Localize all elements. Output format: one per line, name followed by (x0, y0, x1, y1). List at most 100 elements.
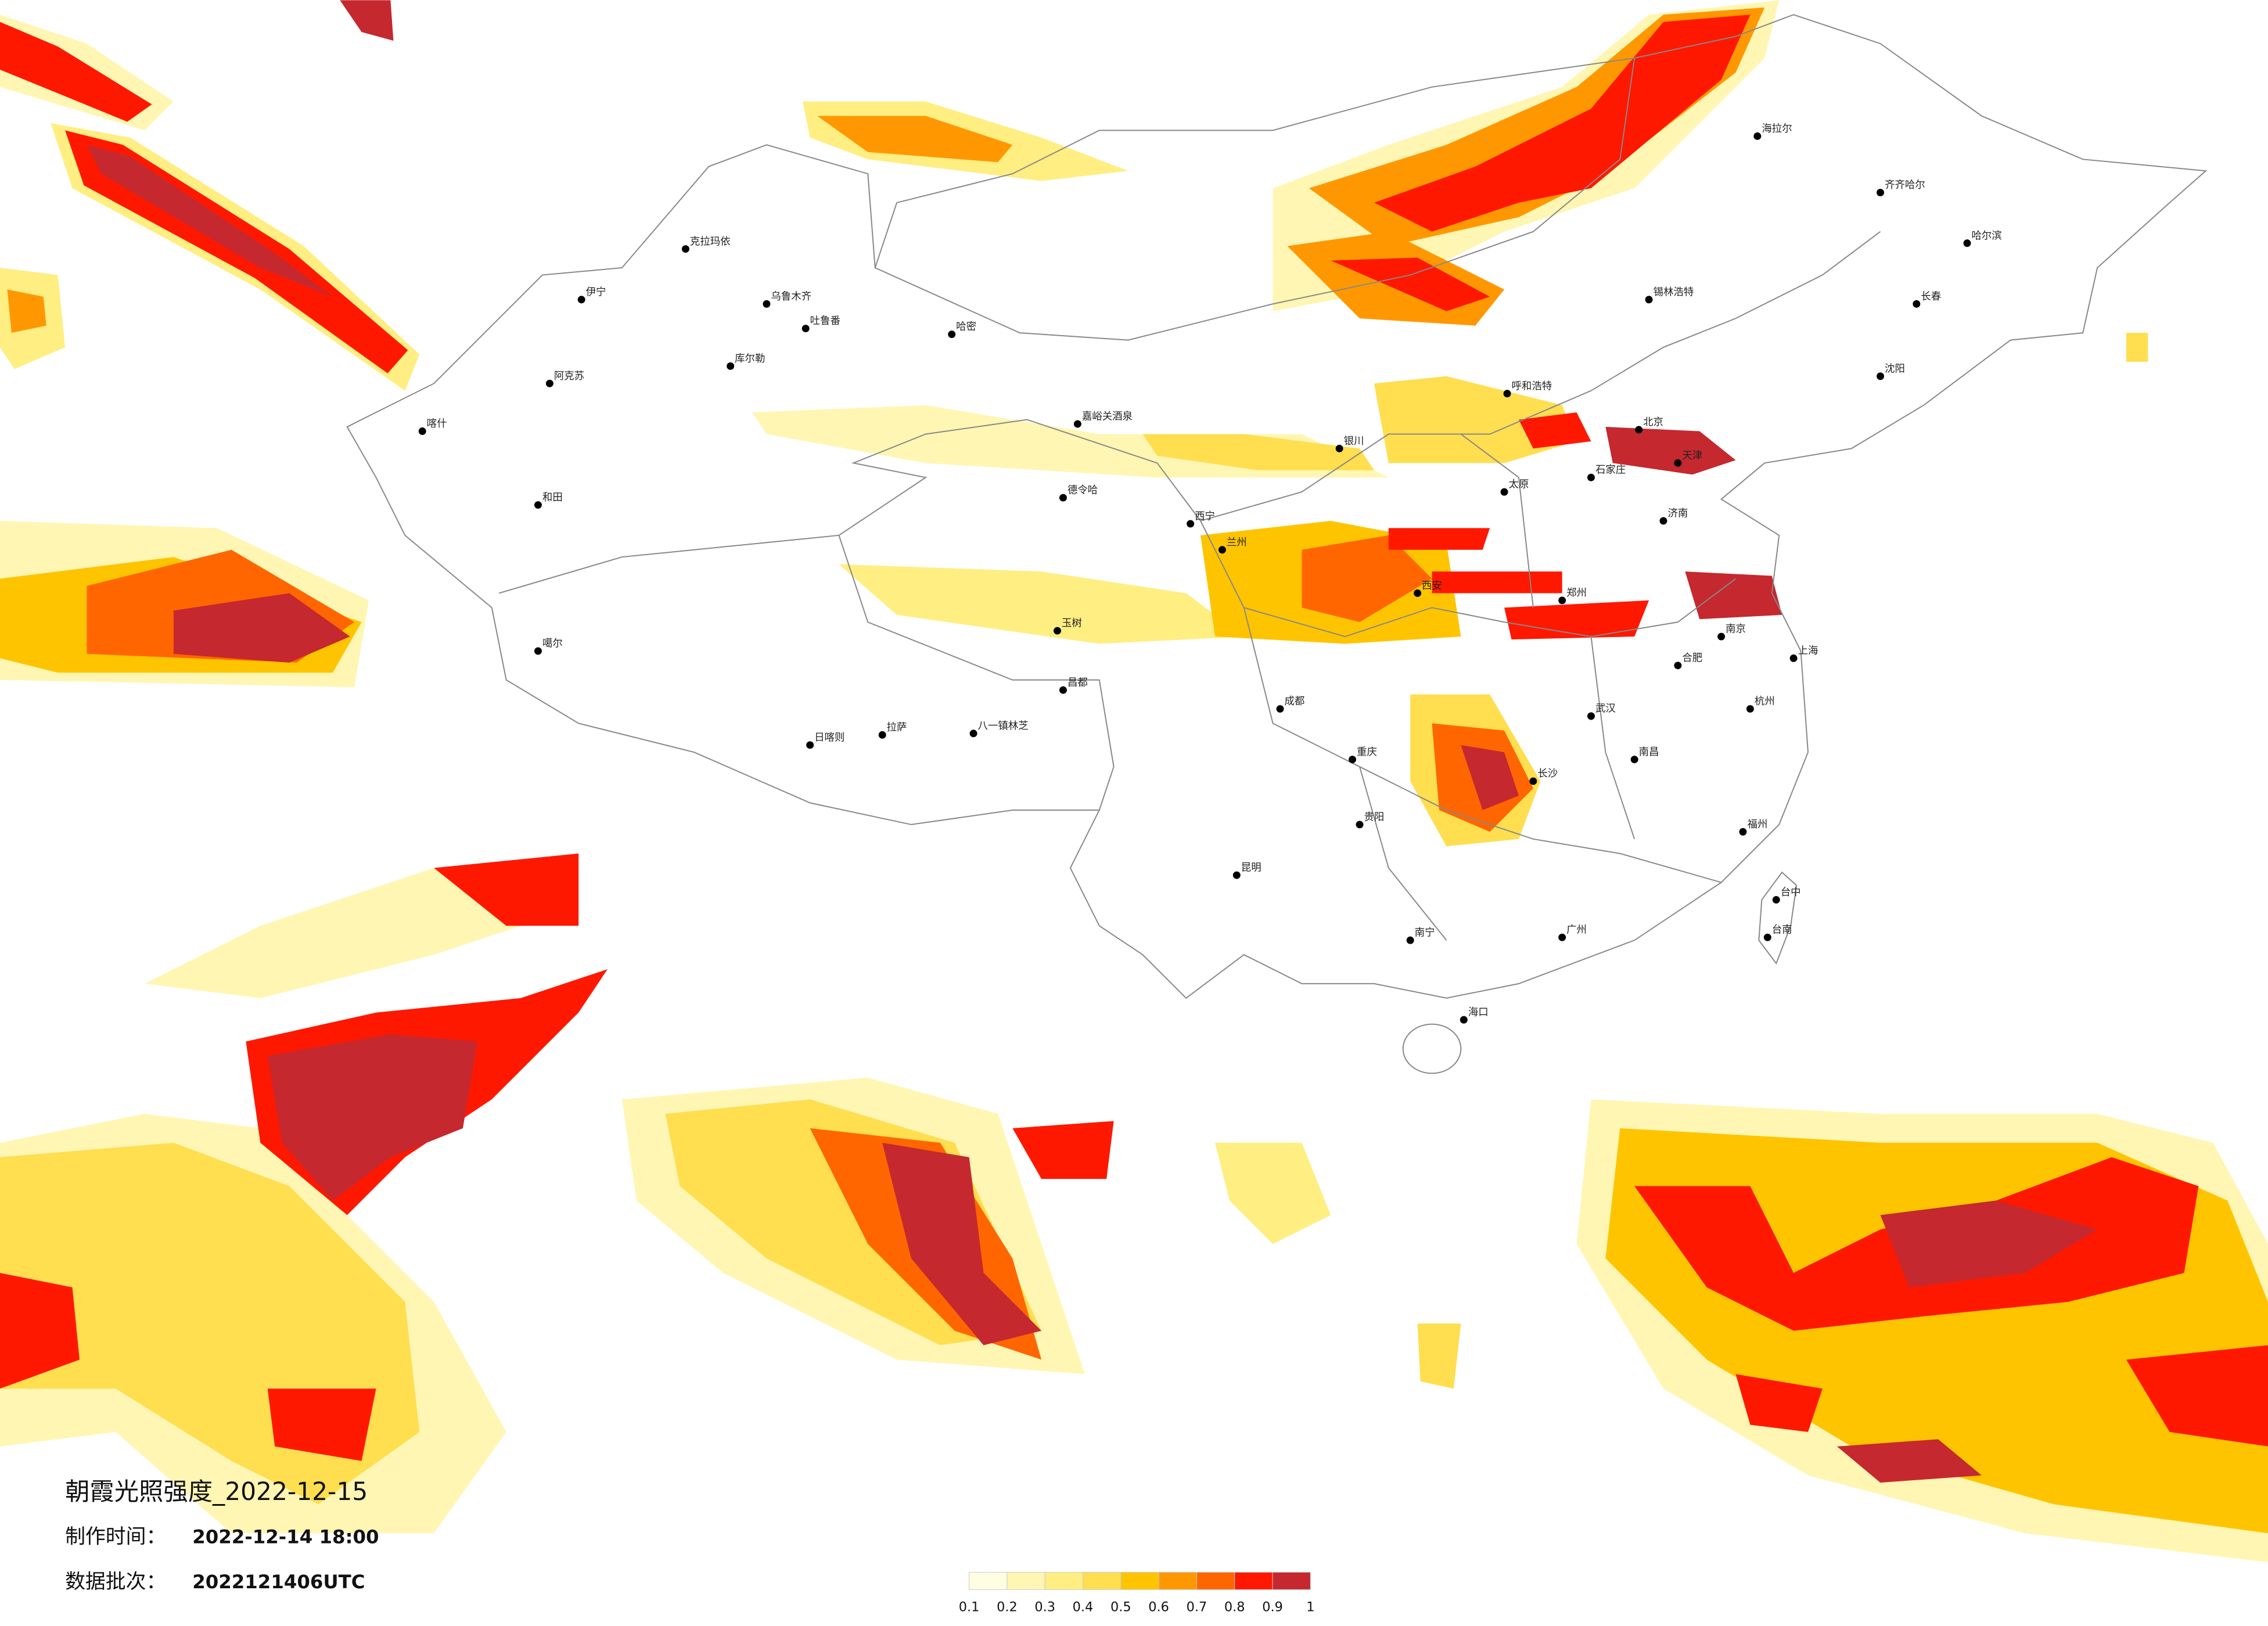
legend-swatch (1007, 1571, 1045, 1590)
city-label: 贵阳 (1364, 811, 1384, 823)
city-dot (1746, 705, 1754, 713)
city-label: 长沙 (1537, 768, 1558, 780)
city-label: 台中 (1781, 887, 1801, 898)
legend-tick-label: 0.9 (1262, 1600, 1283, 1615)
legend-tick-label: 0.2 (997, 1600, 1018, 1615)
heat-area (1214, 1142, 1331, 1244)
city-dot (727, 362, 735, 370)
city-dot (1877, 372, 1885, 380)
heat-area (434, 853, 579, 926)
city-label: 海口 (1468, 1007, 1489, 1019)
city-label: 和田 (542, 492, 563, 503)
city-dot (534, 647, 542, 655)
city-dot (948, 330, 956, 339)
heat-area (1880, 1200, 2098, 1287)
legend-swatch (1120, 1571, 1159, 1590)
city-label: 重庆 (1357, 746, 1377, 758)
city-dot (1529, 777, 1537, 785)
city-dot (1753, 132, 1762, 140)
map-title: 朝霞光照强度_2022-12-15 (65, 1477, 368, 1506)
city-label: 合肥 (1682, 653, 1702, 664)
city-label: 乌鲁木齐 (771, 291, 811, 303)
city-dot (681, 245, 689, 253)
city-label: 沈阳 (1885, 363, 1905, 375)
city-label: 八一镇林芝 (978, 721, 1029, 732)
heat-area (2126, 1345, 2268, 1447)
city-dot (1054, 627, 1061, 635)
legend-tick-label: 1 (1306, 1600, 1314, 1615)
heat-area (267, 1034, 477, 1201)
heat-area (1331, 257, 1490, 311)
city-label: 济南 (1667, 508, 1688, 519)
city-dot (534, 501, 542, 509)
city-dot (1913, 300, 1921, 308)
legend-tick-label: 0.4 (1073, 1600, 1094, 1615)
city-dot (1963, 239, 1971, 247)
heat-area (1302, 535, 1432, 623)
city-label: 长春 (1921, 291, 1941, 303)
city-label: 台南 (1772, 924, 1792, 936)
legend-swatch (1044, 1571, 1084, 1590)
city-label: 噶尔 (542, 638, 563, 650)
heat-area (1685, 571, 1782, 620)
legend-swatch (1272, 1571, 1311, 1590)
city-label: 杭州 (1755, 696, 1775, 707)
city-label: 郑州 (1566, 587, 1587, 599)
heat-area (882, 1142, 1042, 1346)
city-label: 天津 (1682, 450, 1702, 462)
borders (346, 14, 2208, 1074)
city-dot (1503, 390, 1511, 398)
city-dot (1645, 296, 1653, 304)
city-dot (969, 729, 977, 738)
heat-area (1374, 15, 1751, 232)
heat-area (1388, 528, 1490, 550)
city-dot (1763, 933, 1771, 941)
heat-area (145, 868, 521, 998)
city-label: 太原 (1509, 479, 1529, 491)
city-label: 昆明 (1241, 862, 1261, 874)
legend-tick-label: 0.6 (1148, 1600, 1169, 1615)
legend-tick-label: 0.8 (1224, 1600, 1245, 1615)
hainan (1402, 1023, 1462, 1074)
legend-tick-label: 0.3 (1034, 1600, 1055, 1615)
city-dot (763, 300, 771, 308)
heat-area (1374, 376, 1577, 463)
heat-area (340, 0, 394, 41)
city-label: 南昌 (1639, 746, 1659, 758)
city-dot (1635, 426, 1643, 434)
city-label: 拉萨 (887, 722, 907, 733)
heat-area (87, 145, 333, 297)
city-label: 克拉玛依 (690, 236, 731, 247)
heat-area (1518, 412, 1591, 449)
heat-area (0, 21, 152, 122)
city-label: 成都 (1285, 696, 1305, 707)
heat-area (839, 564, 1244, 644)
city-dot (545, 379, 553, 387)
legend-swatch (1083, 1571, 1122, 1590)
legend-swatch (1158, 1571, 1197, 1590)
city-dot (1772, 895, 1780, 904)
legend-tick-label: 0.7 (1187, 1600, 1207, 1615)
city-label: 玉树 (1062, 618, 1082, 629)
city-dot (418, 427, 426, 436)
legend-swatch (1234, 1571, 1273, 1590)
city-dot (801, 325, 810, 333)
heat-area (1012, 1121, 1114, 1179)
city-label: 石家庄 (1595, 465, 1626, 476)
heat-area (1461, 744, 1519, 811)
mongolia-border (874, 57, 1635, 268)
city-label: 锡林浩特 (1654, 286, 1694, 298)
legend-swatch (1196, 1571, 1235, 1590)
heat-area (1836, 1439, 1982, 1483)
taiwan (1758, 871, 1798, 965)
heat-area (1504, 600, 1649, 640)
city-label: 武汉 (1595, 703, 1616, 715)
legend-tick-label: 0.1 (959, 1600, 980, 1615)
city-dot (1232, 871, 1241, 879)
city-label: 嘉峪关酒泉 (1082, 411, 1133, 423)
city-dot (1674, 661, 1682, 670)
city-dot (1460, 1016, 1468, 1024)
made-value: 2022-12-14 18:00 (192, 1526, 379, 1548)
city-dot (1659, 517, 1667, 525)
